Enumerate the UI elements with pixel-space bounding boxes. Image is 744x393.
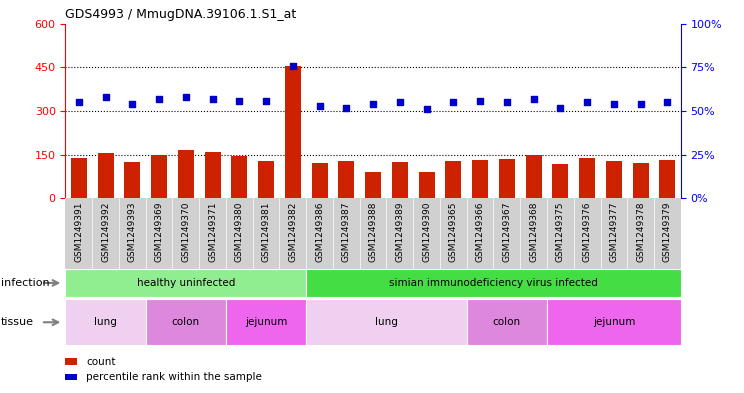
Bar — [285, 66, 301, 198]
Bar — [226, 299, 307, 345]
Text: healthy uninfected: healthy uninfected — [137, 278, 235, 288]
Text: GSM1249388: GSM1249388 — [368, 201, 378, 262]
Bar — [65, 269, 307, 297]
Bar — [392, 162, 408, 198]
Text: GSM1249387: GSM1249387 — [341, 201, 351, 262]
Point — [126, 101, 138, 107]
Bar — [71, 158, 87, 198]
Text: colon: colon — [493, 317, 521, 327]
Point — [207, 95, 219, 102]
Text: GSM1249365: GSM1249365 — [449, 201, 458, 262]
Text: lung: lung — [94, 317, 117, 327]
Point — [661, 99, 673, 105]
Point — [73, 99, 85, 105]
Bar — [124, 162, 141, 198]
Bar — [472, 160, 488, 198]
Text: GSM1249379: GSM1249379 — [663, 201, 672, 262]
Bar — [65, 374, 77, 380]
Bar — [525, 155, 542, 198]
Text: GSM1249392: GSM1249392 — [101, 201, 110, 262]
Bar — [339, 161, 354, 198]
Bar — [65, 299, 146, 345]
Bar — [178, 151, 194, 198]
Point — [260, 97, 272, 104]
Text: GSM1249393: GSM1249393 — [128, 201, 137, 262]
Point — [314, 103, 326, 109]
Bar — [205, 152, 221, 198]
Point — [447, 99, 459, 105]
Text: GSM1249381: GSM1249381 — [262, 201, 271, 262]
Text: infection: infection — [1, 278, 49, 288]
Point — [581, 99, 593, 105]
Bar — [632, 163, 649, 198]
Bar — [258, 161, 274, 198]
Bar — [547, 299, 681, 345]
Bar — [606, 161, 622, 198]
Bar — [498, 159, 515, 198]
Text: GSM1249366: GSM1249366 — [475, 201, 484, 262]
Text: GSM1249371: GSM1249371 — [208, 201, 217, 262]
Bar — [97, 153, 114, 198]
Bar — [419, 172, 434, 198]
Point — [368, 101, 379, 107]
Text: GSM1249368: GSM1249368 — [529, 201, 538, 262]
Point — [341, 105, 353, 111]
Bar — [659, 160, 676, 198]
Text: colon: colon — [172, 317, 200, 327]
Point — [554, 105, 566, 111]
Bar — [365, 172, 381, 198]
Text: GSM1249377: GSM1249377 — [609, 201, 618, 262]
Text: GSM1249369: GSM1249369 — [155, 201, 164, 262]
Text: GSM1249380: GSM1249380 — [235, 201, 244, 262]
Text: GDS4993 / MmugDNA.39106.1.S1_at: GDS4993 / MmugDNA.39106.1.S1_at — [65, 8, 297, 21]
Point — [527, 95, 539, 102]
Text: lung: lung — [375, 317, 398, 327]
Point — [420, 106, 432, 112]
Text: percentile rank within the sample: percentile rank within the sample — [86, 372, 262, 382]
Point — [180, 94, 192, 100]
Bar — [151, 155, 167, 198]
Point — [635, 101, 647, 107]
Point — [287, 62, 299, 69]
Bar — [307, 269, 681, 297]
Bar — [579, 158, 595, 198]
Text: simian immunodeficiency virus infected: simian immunodeficiency virus infected — [389, 278, 598, 288]
Bar — [231, 156, 248, 198]
Text: GSM1249367: GSM1249367 — [502, 201, 511, 262]
Bar — [307, 299, 466, 345]
Bar — [446, 161, 461, 198]
Point — [394, 99, 405, 105]
Point — [474, 97, 486, 104]
Text: GSM1249378: GSM1249378 — [636, 201, 645, 262]
Text: tissue: tissue — [1, 317, 33, 327]
Text: jejunum: jejunum — [245, 317, 287, 327]
Bar — [312, 163, 327, 198]
Bar — [552, 164, 568, 198]
Text: count: count — [86, 356, 115, 367]
Point — [100, 94, 112, 100]
Bar — [466, 299, 547, 345]
Text: GSM1249390: GSM1249390 — [422, 201, 431, 262]
Point — [608, 101, 620, 107]
Bar — [146, 299, 226, 345]
Bar — [65, 358, 77, 365]
Text: GSM1249386: GSM1249386 — [315, 201, 324, 262]
Point — [501, 99, 513, 105]
Text: GSM1249389: GSM1249389 — [395, 201, 405, 262]
Text: GSM1249382: GSM1249382 — [289, 201, 298, 262]
Text: GSM1249376: GSM1249376 — [583, 201, 591, 262]
Text: jejunum: jejunum — [593, 317, 635, 327]
Text: GSM1249375: GSM1249375 — [556, 201, 565, 262]
Point — [153, 95, 165, 102]
Text: GSM1249370: GSM1249370 — [182, 201, 190, 262]
Text: GSM1249391: GSM1249391 — [74, 201, 83, 262]
Point — [234, 97, 246, 104]
